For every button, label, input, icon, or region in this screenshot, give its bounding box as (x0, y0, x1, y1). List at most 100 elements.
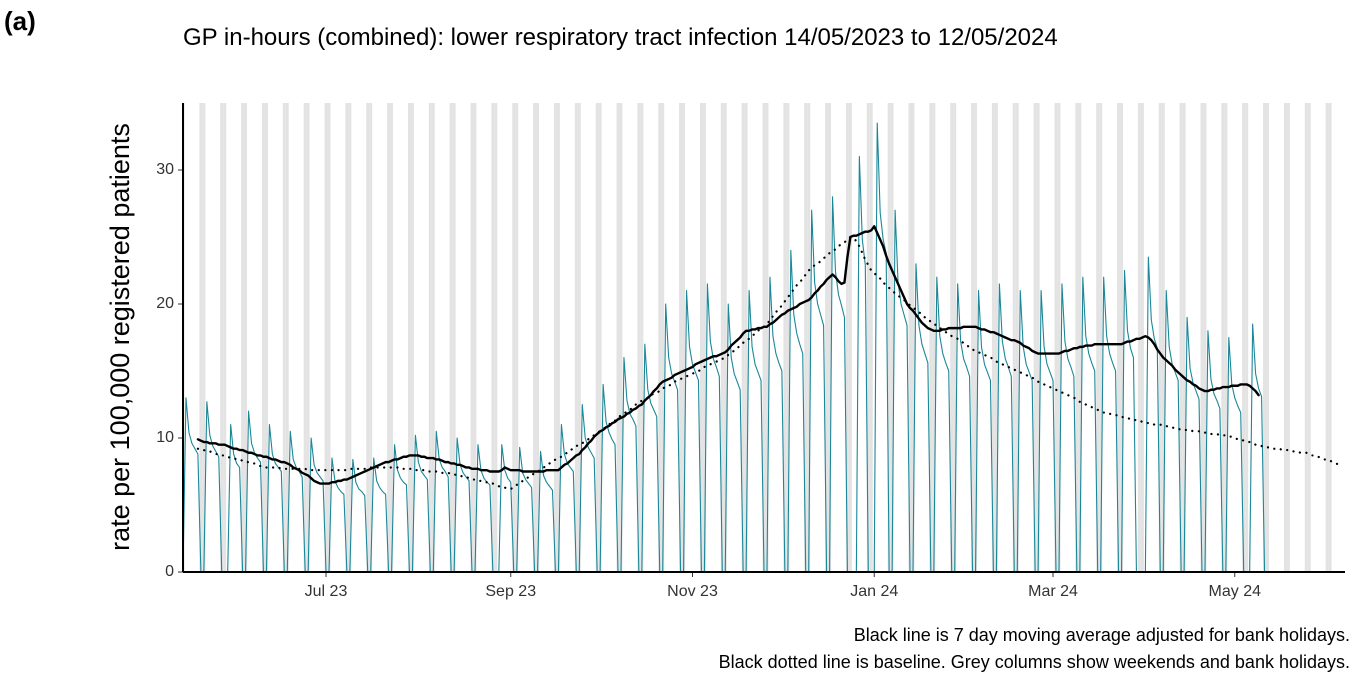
weekend-column (1158, 103, 1162, 572)
weekend-column (261, 103, 265, 572)
note: Black dotted line is baseline. Grey colu… (718, 652, 1350, 672)
weekend-columns (183, 103, 1332, 572)
weekend-column (825, 103, 829, 572)
weekend-column (1328, 103, 1332, 572)
weekend-column (220, 103, 224, 572)
weekend-column (637, 103, 641, 572)
weekend-column (720, 103, 724, 572)
chart-title: GP in-hours (combined): lower respirator… (183, 24, 1058, 51)
weekend-column (306, 103, 310, 572)
weekend-column (991, 103, 995, 572)
x-tick-label: Nov 23 (667, 583, 718, 600)
x-tick-label: Jul 23 (305, 583, 348, 600)
weekend-column (974, 103, 978, 572)
weekend-column (428, 103, 432, 572)
weekend-column (1224, 103, 1228, 572)
weekend-column (1307, 103, 1311, 572)
weekend-column (577, 103, 581, 572)
weekend-column (515, 103, 519, 572)
weekend-column (619, 103, 623, 572)
weekend-column (848, 103, 852, 572)
weekend-column (285, 103, 289, 572)
weekend-column (199, 103, 203, 572)
weekend-column (887, 103, 891, 572)
weekend-column (473, 103, 477, 572)
weekend-column (699, 103, 703, 572)
weekend-column (595, 103, 599, 572)
weekend-column (223, 103, 227, 572)
weekend-column (202, 103, 206, 572)
weekend-column (327, 103, 331, 572)
weekend-column (598, 103, 602, 572)
weekend-column (264, 103, 268, 572)
weekend-column (1263, 103, 1267, 572)
weekend-column (536, 103, 540, 572)
series-line (196, 235, 1341, 491)
y-tick-label: 30 (156, 161, 174, 178)
weekend-column (1036, 103, 1040, 572)
weekend-column (553, 103, 557, 572)
weekend-column (890, 103, 894, 572)
weekend-column (1075, 103, 1079, 572)
weekend-column (804, 103, 808, 572)
weekend-column (574, 103, 578, 572)
weekend-column (407, 103, 411, 572)
weekend-column (533, 103, 537, 572)
weekend-column (303, 103, 307, 572)
y-tick-label: 0 (165, 563, 174, 580)
weekend-column (324, 103, 328, 572)
weekend-column (616, 103, 620, 572)
weekend-column (1182, 103, 1186, 572)
weekend-column (512, 103, 516, 572)
weekend-column (1137, 103, 1141, 572)
weekend-column (1120, 103, 1124, 572)
weekend-column (470, 103, 474, 572)
note: Black line is 7 day moving average adjus… (853, 625, 1350, 645)
weekend-column (1078, 103, 1082, 572)
weekend-column (556, 103, 560, 572)
weekend-column (1200, 103, 1204, 572)
weekend-column (1286, 103, 1290, 572)
weekend-column (783, 103, 787, 572)
weekend-column (449, 103, 453, 572)
y-tick-label: 10 (156, 429, 174, 446)
weekend-column (1096, 103, 1100, 572)
weekend-column (282, 103, 286, 572)
weekend-column (390, 103, 394, 572)
weekend-column (1057, 103, 1061, 572)
weekend-column (932, 103, 936, 572)
weekend-column (410, 103, 414, 572)
weekend-column (994, 103, 998, 572)
weekend-column (661, 103, 665, 572)
weekend-column (723, 103, 727, 572)
weekend-column (762, 103, 766, 572)
weekend-column (1221, 103, 1225, 572)
weekend-column (369, 103, 373, 572)
weekend-column (1283, 103, 1287, 572)
weekend-column (244, 103, 248, 572)
weekend-column (765, 103, 769, 572)
weekend-column (908, 103, 912, 572)
weekend-column (682, 103, 686, 572)
weekend-column (807, 103, 811, 572)
weekend-column (494, 103, 498, 572)
panel-label: (a) (4, 6, 36, 36)
weekend-column (950, 103, 954, 572)
weekend-column (387, 103, 391, 572)
weekend-column (1304, 103, 1308, 572)
weekend-column (1203, 103, 1207, 572)
series-line (196, 225, 1260, 485)
weekend-column (491, 103, 495, 572)
weekend-column (1033, 103, 1037, 572)
weekend-column (741, 103, 745, 572)
weekend-column (366, 103, 370, 572)
chart-notes: Black line is 7 day moving average adjus… (719, 622, 1350, 676)
weekend-column (1054, 103, 1058, 572)
weekend-column (431, 103, 435, 572)
weekend-column (1179, 103, 1183, 572)
weekend-column (348, 103, 352, 572)
y-axis-title: rate per 100,000 registered patients (105, 123, 135, 551)
weekend-column (452, 103, 456, 572)
